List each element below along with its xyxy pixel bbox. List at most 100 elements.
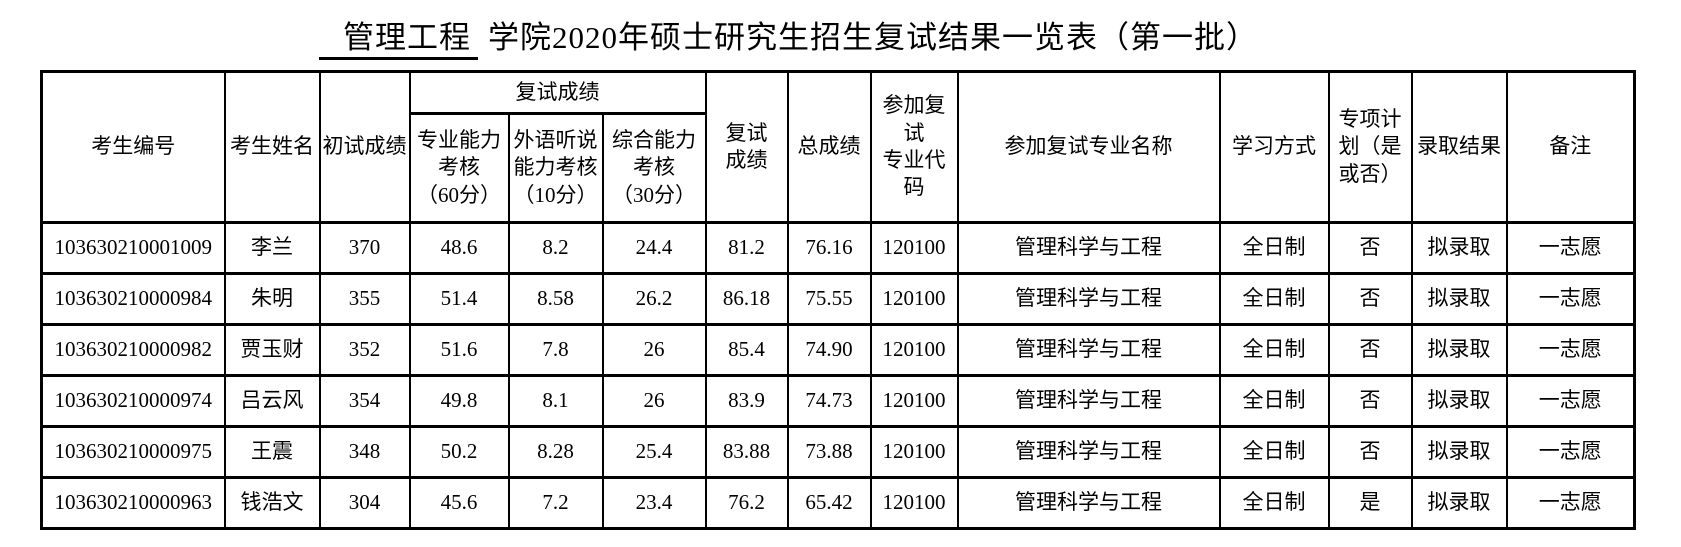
cell-initial-score: 370 [318,221,411,275]
table-row: 103630210000975 王震 348 50.2 8.28 25.4 83… [40,425,1636,479]
cell-initial-score: 352 [318,323,411,377]
header-retest-group: 复试成绩 [408,70,707,115]
cell-foreign-language: 8.2 [507,221,604,275]
cell-candidate-id: 103630210001009 [40,221,226,275]
cell-major-code: 120100 [869,221,959,275]
cell-admission-result: 拟录取 [1410,272,1508,326]
table-row: 103630210000963 钱浩文 304 45.6 7.2 23.4 76… [40,476,1636,530]
document-title: 管理工程 学院2020年硕士研究生招生复试结果一览表（第一批） [0,12,1585,60]
cell-study-mode: 全日制 [1218,221,1330,275]
cell-candidate-name: 王震 [223,425,321,479]
header-candidate-id: 考生编号 [40,70,226,224]
header-initial-score: 初试成绩 [318,70,411,224]
cell-admission-result: 拟录取 [1410,476,1508,530]
cell-retest-score: 86.18 [704,272,789,326]
cell-total-score: 74.90 [786,323,872,377]
title-text: 学院2020年硕士研究生招生复试结果一览表（第一批） [488,20,1258,55]
cell-major-name: 管理科学与工程 [956,374,1221,428]
cell-initial-score: 354 [318,374,411,428]
header-comprehensive-ability: 综合能力 考核 （30分） [601,112,707,224]
cell-initial-score: 348 [318,425,411,479]
cell-comprehensive-ability: 24.4 [601,221,707,275]
header-admission-result: 录取结果 [1410,70,1508,224]
cell-remark: 一志愿 [1505,374,1636,428]
cell-foreign-language: 8.1 [507,374,604,428]
cell-special-plan: 否 [1327,272,1413,326]
header-professional-ability: 专业能力 考核 （60分） [408,112,510,224]
cell-study-mode: 全日制 [1218,323,1330,377]
cell-professional-ability: 45.6 [408,476,510,530]
cell-total-score: 73.88 [786,425,872,479]
cell-retest-score: 83.88 [704,425,789,479]
cell-remark: 一志愿 [1505,425,1636,479]
cell-retest-score: 85.4 [704,323,789,377]
cell-study-mode: 全日制 [1218,272,1330,326]
cell-special-plan: 否 [1327,221,1413,275]
cell-admission-result: 拟录取 [1410,425,1508,479]
cell-major-code: 120100 [869,374,959,428]
cell-remark: 一志愿 [1505,272,1636,326]
title-department-underlined: 管理工程 [319,12,478,60]
table-row: 103630210000982 贾玉财 352 51.6 7.8 26 85.4… [40,323,1636,377]
cell-candidate-name: 朱明 [223,272,321,326]
cell-total-score: 65.42 [786,476,872,530]
cell-comprehensive-ability: 26 [601,374,707,428]
cell-total-score: 75.55 [786,272,872,326]
cell-major-name: 管理科学与工程 [956,221,1221,275]
cell-special-plan: 否 [1327,323,1413,377]
cell-major-code: 120100 [869,323,959,377]
cell-professional-ability: 48.6 [408,221,510,275]
cell-retest-score: 76.2 [704,476,789,530]
cell-major-name: 管理科学与工程 [956,425,1221,479]
cell-remark: 一志愿 [1505,323,1636,377]
table-row: 103630210000974 吕云风 354 49.8 8.1 26 83.9… [40,374,1636,428]
cell-comprehensive-ability: 23.4 [601,476,707,530]
header-row-top: 考生编号 考生姓名 初试成绩 复试成绩 复试 成绩 总成绩 参加复试 专业代码 … [40,70,1636,224]
cell-candidate-id: 103630210000963 [40,476,226,530]
cell-special-plan: 是 [1327,476,1413,530]
cell-retest-score: 83.9 [704,374,789,428]
cell-admission-result: 拟录取 [1410,221,1508,275]
cell-study-mode: 全日制 [1218,476,1330,530]
cell-total-score: 76.16 [786,221,872,275]
cell-candidate-id: 103630210000974 [40,374,226,428]
cell-admission-result: 拟录取 [1410,323,1508,377]
cell-candidate-id: 103630210000975 [40,425,226,479]
cell-initial-score: 355 [318,272,411,326]
cell-candidate-name: 钱浩文 [223,476,321,530]
header-study-mode: 学习方式 [1218,70,1330,224]
table-row: 103630210001009 李兰 370 48.6 8.2 24.4 81.… [40,221,1636,275]
cell-special-plan: 否 [1327,425,1413,479]
cell-major-code: 120100 [869,272,959,326]
cell-foreign-language: 7.2 [507,476,604,530]
cell-initial-score: 304 [318,476,411,530]
cell-professional-ability: 49.8 [408,374,510,428]
cell-major-name: 管理科学与工程 [956,272,1221,326]
cell-candidate-name: 吕云风 [223,374,321,428]
cell-comprehensive-ability: 26.2 [601,272,707,326]
table-row: 103630210000984 朱明 355 51.4 8.58 26.2 86… [40,272,1636,326]
cell-major-code: 120100 [869,425,959,479]
cell-admission-result: 拟录取 [1410,374,1508,428]
cell-comprehensive-ability: 26 [601,323,707,377]
cell-major-code: 120100 [869,476,959,530]
cell-study-mode: 全日制 [1218,425,1330,479]
cell-foreign-language: 8.58 [507,272,604,326]
header-major-name: 参加复试专业名称 [956,70,1221,224]
cell-total-score: 74.73 [786,374,872,428]
header-foreign-language: 外语听说 能力考核 （10分） [507,112,604,224]
cell-foreign-language: 8.28 [507,425,604,479]
header-special-plan: 专项计 划（是 或否） [1327,70,1413,224]
cell-remark: 一志愿 [1505,476,1636,530]
cell-study-mode: 全日制 [1218,374,1330,428]
cell-candidate-name: 贾玉财 [223,323,321,377]
cell-professional-ability: 51.6 [408,323,510,377]
cell-major-name: 管理科学与工程 [956,476,1221,530]
cell-remark: 一志愿 [1505,221,1636,275]
cell-professional-ability: 51.4 [408,272,510,326]
cell-major-name: 管理科学与工程 [956,323,1221,377]
cell-candidate-id: 103630210000984 [40,272,226,326]
cell-candidate-name: 李兰 [223,221,321,275]
results-table: 考生编号 考生姓名 初试成绩 复试成绩 复试 成绩 总成绩 参加复试 专业代码 … [40,70,1636,530]
cell-professional-ability: 50.2 [408,425,510,479]
